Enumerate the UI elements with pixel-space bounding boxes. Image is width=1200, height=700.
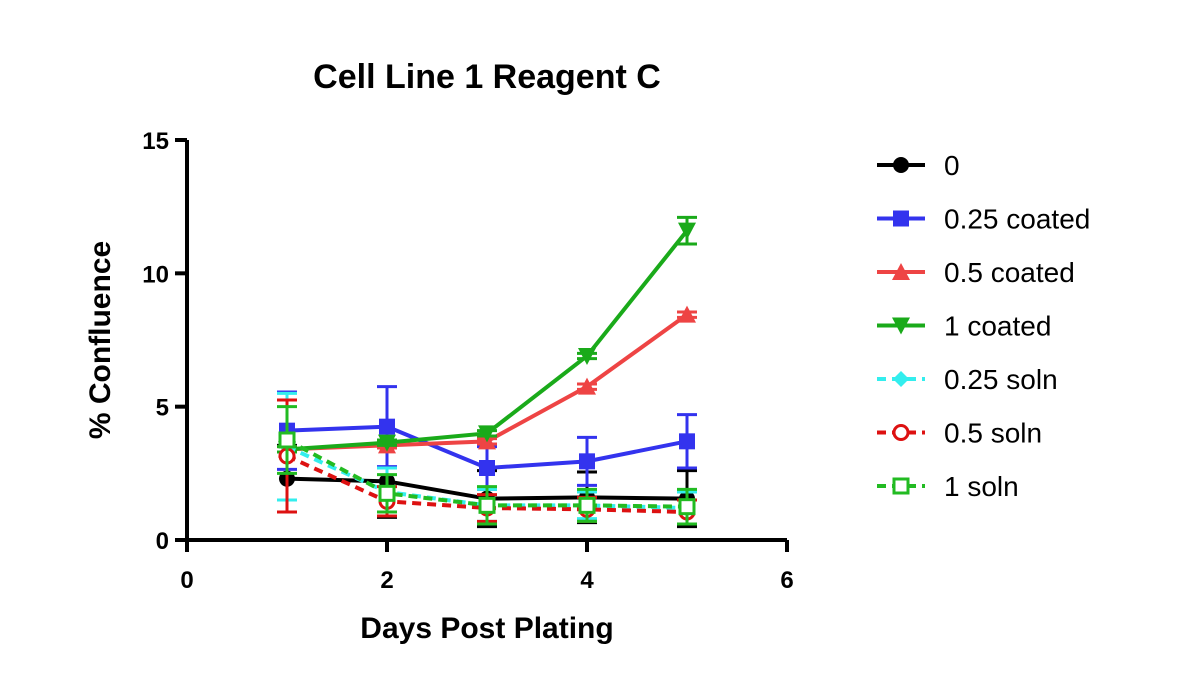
data-point [579, 453, 595, 470]
legend-marker [893, 157, 909, 173]
series-1-coated [277, 215, 697, 459]
y-tick-label: 10 [142, 261, 169, 288]
data-point [478, 496, 496, 514]
legend-label: 0.25 coated [944, 204, 1090, 235]
legend-marker [893, 210, 909, 227]
legend-label: 1 soln [944, 471, 1019, 502]
data-point [578, 496, 596, 514]
legend-item: 0.5 coated [877, 257, 1075, 288]
data-point [378, 434, 396, 452]
plot-area: 0 2 4 6 0 5 10 15 [142, 128, 793, 594]
y-axis-label: % Confluence [84, 241, 117, 439]
legend-marker [892, 424, 910, 441]
data-point [478, 425, 496, 443]
legend-marker [892, 317, 910, 335]
legend-item: 0 [877, 150, 960, 181]
x-tick-label: 2 [380, 567, 393, 594]
data-point [378, 484, 396, 502]
y-tick-label: 5 [156, 395, 169, 422]
x-tick-label: 0 [180, 567, 193, 594]
series-1-soln [277, 405, 697, 526]
legend-label: 0 [944, 150, 960, 181]
legend-label: 0.5 soln [944, 418, 1042, 449]
data-point [678, 222, 696, 240]
data-point [678, 498, 696, 516]
y-tick-label: 15 [142, 128, 169, 155]
series-line [286, 229, 689, 452]
legend-marker [892, 477, 910, 495]
x-tick-label: 4 [580, 567, 594, 594]
legend-item: 0.25 coated [877, 204, 1090, 235]
data-point [479, 460, 495, 476]
legend-item: 1 soln [877, 471, 1019, 502]
legend-item: 0.5 soln [877, 418, 1042, 449]
legend-item: 1 coated [877, 311, 1051, 342]
legend-marker [892, 263, 910, 280]
data-point [379, 418, 395, 435]
legend: 0 0.25 coated 0.5 coated 1 coated 0.25 soln 0… [877, 150, 1090, 502]
x-tick-label: 6 [780, 567, 793, 594]
legend-label: 0.25 soln [944, 364, 1058, 395]
data-point [278, 431, 296, 449]
data-point [578, 348, 596, 365]
legend-marker [893, 371, 909, 387]
chart-title: Cell Line 1 Reagent C [313, 58, 661, 96]
data-point [679, 433, 695, 450]
y-tick-label: 0 [156, 528, 169, 555]
legend-label: 1 coated [944, 311, 1051, 342]
legend-item: 0.25 soln [877, 364, 1058, 395]
x-axis-label: Days Post Plating [360, 612, 613, 645]
data-point [678, 305, 696, 323]
legend-label: 0.5 coated [944, 257, 1075, 288]
data-point [578, 377, 596, 395]
